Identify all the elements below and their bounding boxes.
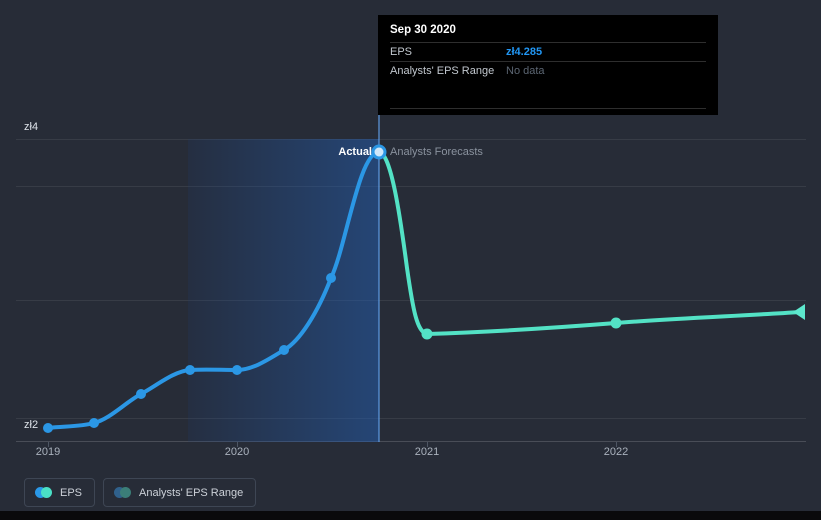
eps-point-2020-q3[interactable]: [326, 273, 336, 283]
legend-button-analysts-eps-range[interactable]: Analysts' EPS Range: [103, 478, 257, 507]
eps-actual-line[interactable]: [46, 150, 381, 430]
analysts-forecasts-label: Analysts Forecasts: [390, 146, 483, 158]
tooltip-date: Sep 30 2020: [390, 24, 706, 43]
forecast-line-end-arrow: [793, 304, 805, 320]
actual-label: Actual: [338, 146, 372, 158]
eps-teal-dot-icon: [41, 487, 52, 498]
tooltip-eps-value: zł4.285: [506, 46, 543, 58]
eps-point-2019-q3[interactable]: [136, 389, 146, 399]
x-tick-2019: [48, 442, 49, 447]
tooltip-eps-label: EPS: [390, 46, 413, 58]
x-axis-label-2022: 2022: [603, 446, 629, 458]
tooltip: Sep 30 2020 EPS zł4.285 Analysts' EPS Ra…: [378, 15, 718, 115]
y-axis-label-zl4: zł4: [24, 121, 39, 133]
x-axis-label-2019: 2019: [35, 446, 61, 458]
x-tick-2022: [616, 442, 617, 447]
forecast-point-2021[interactable]: [421, 328, 433, 340]
eps-point-2019-q4[interactable]: [185, 365, 195, 375]
eps-point-2019-q2[interactable]: [89, 418, 99, 428]
legend: EPS Analysts' EPS Range: [24, 478, 257, 507]
legend-button-eps[interactable]: EPS: [24, 478, 96, 507]
eps-point-2019-q1[interactable]: [43, 423, 53, 433]
x-axis-line: [16, 441, 806, 442]
eps-point-2020-q2[interactable]: [279, 345, 289, 355]
gridline-zl2: [16, 418, 806, 419]
forecast-point-2022[interactable]: [610, 317, 622, 329]
range-blue-dot-icon: [114, 487, 126, 498]
actual-forecast-divider-line: [378, 115, 380, 442]
highlight-band-last-year: [188, 139, 379, 442]
legend-eps-label: EPS: [60, 486, 83, 499]
x-axis-label-2021: 2021: [414, 446, 440, 458]
tooltip-row-eps: EPS zł4.285: [390, 43, 706, 62]
gridline-zl4: [16, 186, 806, 187]
x-tick-2020: [237, 442, 238, 447]
eps-forecast-line[interactable]: [377, 150, 802, 336]
page-bottom-background: [0, 511, 821, 520]
gridline-top: [16, 139, 806, 140]
range-teal-dot-icon: [120, 487, 132, 498]
x-tick-2021: [427, 442, 428, 447]
tooltip-range-label: Analysts' EPS Range: [390, 65, 495, 77]
y-axis-label-zl2: zł2: [24, 419, 39, 431]
tooltip-bottom-divider: [390, 108, 706, 109]
eps-blue-dot-icon: [35, 487, 46, 498]
tooltip-row-range: Analysts' EPS Range No data: [390, 62, 706, 80]
legend-range-label: Analysts' EPS Range: [139, 486, 244, 499]
eps-point-selected-sep-30-2020[interactable]: [371, 144, 387, 160]
eps-point-2020-q1[interactable]: [232, 365, 242, 375]
x-axis-label-2020: 2020: [224, 446, 250, 458]
tooltip-range-value: No data: [506, 65, 545, 77]
